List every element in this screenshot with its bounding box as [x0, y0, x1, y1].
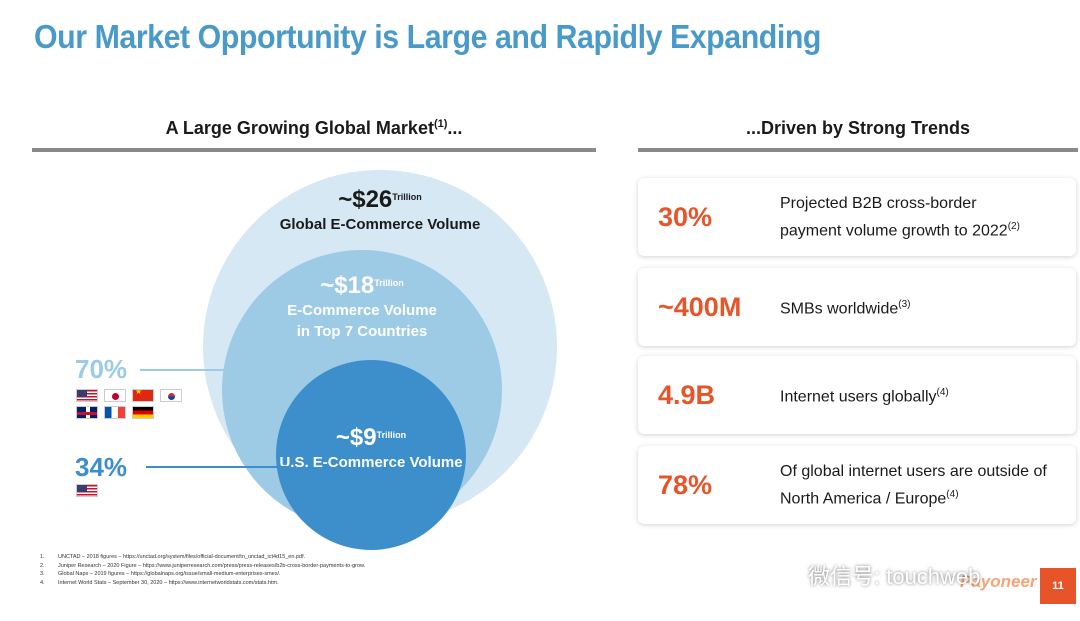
inner-amount: ~$9 — [335, 424, 377, 451]
middle-label-line2: in Top 7 Countries — [296, 323, 428, 340]
page-title: Our Market Opportunity is Large and Rapi… — [34, 18, 822, 55]
trend-description: SMBs worldwide(3) — [780, 268, 1070, 346]
left-heading-footnote: (1) — [433, 118, 448, 130]
stat-70-leader-line — [140, 369, 232, 371]
trend-card-b2b: 30% Projected B2B cross-border payment vo… — [638, 178, 1076, 256]
gb-flag-icon — [76, 406, 98, 419]
footnote-text: Global Naps – 2019 figures – https://glo… — [58, 571, 281, 577]
trend-value: 4.9B — [658, 380, 716, 410]
watermark-text: 微信号: touchweb — [808, 564, 981, 589]
trend-card-outside-na-eu: 78% Of global internet users are outside… — [638, 446, 1076, 524]
footnote-item: 3. Global Naps – 2019 figures – https://g… — [40, 570, 365, 579]
us-flag-icon — [76, 389, 98, 402]
trend-desc-line1: Internet users globally — [780, 388, 937, 406]
wechat-watermark: 微信号: touchweb — [770, 559, 980, 591]
footnote-item: 2. Juniper Research – 2020 Figure – https… — [40, 562, 365, 571]
right-heading-text: ...Driven by Strong Trends — [745, 118, 971, 138]
trend-footnote: (4) — [936, 387, 949, 399]
inner-circle-text: ~$9Trillion U.S. E-Commerce Volume — [271, 424, 471, 473]
trend-desc-line1: SMBs worldwide — [780, 300, 899, 318]
footnote-item: 1. UNCTAD – 2018 figures – https://unctad… — [40, 553, 365, 562]
footnote-number: 1. — [40, 554, 45, 560]
trend-description: Projected B2B cross-border payment volume… — [780, 178, 1070, 256]
inner-label: U.S. E-Commerce Volume — [279, 454, 463, 471]
footnote-number: 3. — [40, 571, 45, 577]
trend-desc-line1: Of global internet users are outside of — [780, 462, 1047, 480]
inner-unit: Trillion — [376, 430, 407, 440]
outer-circle-text: ~$26Trillion Global E-Commerce Volume — [230, 186, 530, 235]
trend-footnote: (4) — [946, 488, 959, 500]
footnote-number: 4. — [40, 579, 45, 586]
right-heading-rule — [638, 148, 1078, 152]
cn-flag-icon — [132, 389, 154, 402]
us-flag-icon — [76, 484, 98, 497]
trend-desc-line1: Projected B2B cross-border — [780, 194, 977, 212]
footnote-text: Internet World Stats – September 30, 202… — [58, 579, 279, 586]
footnote-number: 2. — [40, 562, 45, 569]
trend-card-smbs: ~400M SMBs worldwide(3) — [638, 268, 1076, 346]
trend-card-internet-users: 4.9B Internet users globally(4) — [638, 356, 1076, 434]
left-heading-text: A Large Growing Global Market — [165, 118, 434, 138]
stat-34-percent: 34% — [75, 452, 128, 482]
trend-description: Internet users globally(4) — [780, 356, 1070, 434]
trend-value: 78% — [658, 470, 713, 500]
wechat-icon — [770, 564, 799, 586]
stat-70-percent: 70% — [75, 354, 128, 384]
us-flag-group — [76, 484, 186, 497]
top7-country-flags — [76, 389, 186, 419]
trend-desc-line2: payment volume growth to 2022 — [780, 222, 1008, 240]
left-heading-suffix: ... — [447, 118, 463, 138]
trend-footnote: (3) — [898, 299, 911, 311]
footnote-item: 4. Internet World Stats – September 30, 2… — [40, 579, 365, 588]
trend-description: Of global internet users are outside of N… — [780, 446, 1070, 524]
footnote-text: Juniper Research – 2020 Figure – https:/… — [58, 562, 366, 569]
footnote-text: UNCTAD – 2018 figures – https://unctad.o… — [58, 554, 306, 560]
kr-flag-icon — [160, 389, 182, 402]
middle-amount: ~$18 — [320, 272, 375, 299]
fr-flag-icon — [104, 406, 126, 419]
middle-unit: Trillion — [374, 278, 404, 288]
trend-value: 30% — [658, 202, 713, 232]
payoneer-logo: Payoneer — [960, 572, 1037, 591]
outer-unit: Trillion — [392, 192, 422, 202]
middle-label-line1: E-Commerce Volume — [287, 302, 437, 319]
page-number: 11 — [1040, 568, 1076, 604]
jp-flag-icon — [104, 389, 126, 402]
outer-amount: ~$26 — [338, 186, 393, 213]
outer-label: Global E-Commerce Volume — [279, 216, 481, 233]
left-heading-rule — [32, 148, 596, 152]
left-section-heading: A Large Growing Global Market(1)... — [32, 118, 596, 139]
middle-circle-text: ~$18Trillion E-Commerce Volume in Top 7 … — [222, 272, 502, 342]
trend-footnote: (2) — [1007, 220, 1020, 232]
trend-desc-line2: North America / Europe — [780, 490, 947, 508]
de-flag-icon — [132, 406, 154, 419]
trend-value: ~400M — [658, 292, 742, 322]
stat-34-leader-line — [146, 466, 288, 468]
inner-circle-us — [276, 360, 466, 550]
right-section-heading: ...Driven by Strong Trends — [638, 118, 1078, 139]
footnotes: 1. UNCTAD – 2018 figures – https://unctad… — [40, 553, 365, 587]
